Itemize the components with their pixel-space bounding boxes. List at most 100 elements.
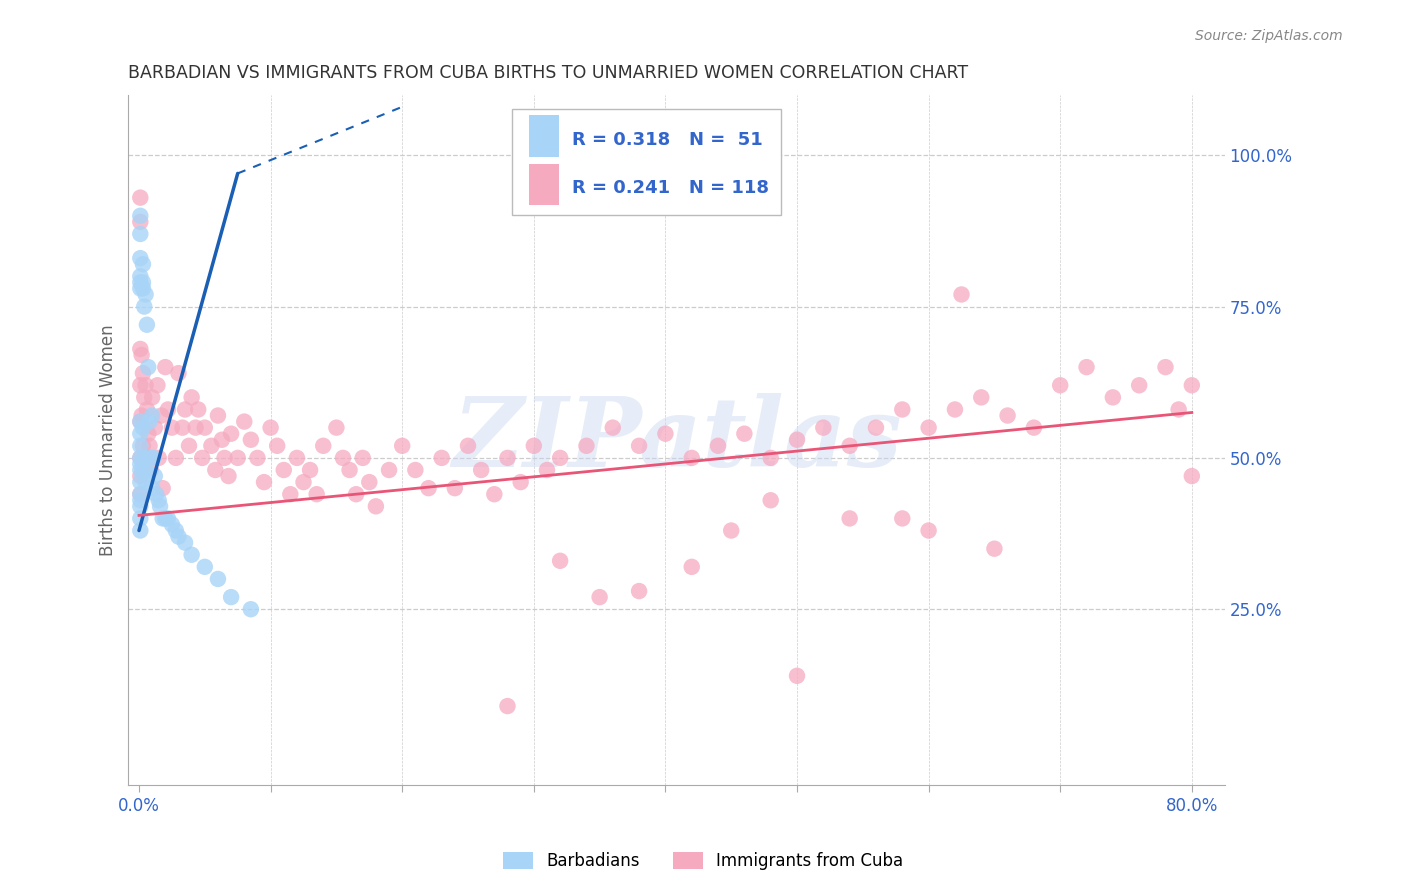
Point — [129, 426, 152, 441]
Point — [129, 227, 152, 241]
Point — [129, 276, 152, 290]
Point — [444, 481, 467, 495]
Point — [139, 450, 162, 465]
Point — [548, 554, 571, 568]
Point — [983, 541, 1005, 556]
FancyBboxPatch shape — [512, 109, 780, 216]
Point — [628, 584, 651, 599]
Point — [211, 433, 233, 447]
Point — [292, 475, 315, 489]
Point — [266, 439, 288, 453]
Point — [219, 590, 242, 604]
Point — [654, 426, 676, 441]
Point — [143, 469, 166, 483]
Point — [129, 469, 152, 483]
Point — [470, 463, 492, 477]
Point — [129, 215, 152, 229]
Point — [129, 450, 152, 465]
Point — [404, 463, 426, 477]
Point — [207, 409, 229, 423]
Legend: Barbadians, Immigrants from Cuba: Barbadians, Immigrants from Cuba — [496, 845, 910, 877]
Point — [138, 439, 160, 453]
Point — [575, 439, 598, 453]
Point — [129, 378, 152, 392]
Point — [129, 487, 152, 501]
Point — [280, 487, 302, 501]
Point — [194, 559, 217, 574]
Point — [129, 209, 152, 223]
Point — [136, 426, 159, 441]
Point — [430, 450, 453, 465]
Point — [135, 378, 157, 392]
Point — [588, 590, 610, 604]
Point — [174, 402, 197, 417]
Point — [239, 602, 262, 616]
Point — [1181, 469, 1204, 483]
Point — [167, 530, 190, 544]
Point — [135, 402, 157, 417]
Point — [134, 390, 156, 404]
Point — [132, 439, 155, 453]
Point — [207, 572, 229, 586]
Point — [733, 426, 755, 441]
Point — [917, 524, 939, 538]
Point — [891, 402, 914, 417]
Point — [523, 439, 546, 453]
FancyBboxPatch shape — [529, 115, 560, 157]
Point — [602, 420, 624, 434]
Point — [152, 481, 174, 495]
Point — [148, 450, 170, 465]
Point — [194, 420, 217, 434]
Point — [496, 699, 519, 714]
Point — [391, 439, 413, 453]
Point — [129, 251, 152, 265]
Point — [253, 475, 276, 489]
Point — [129, 191, 152, 205]
Point — [129, 281, 152, 295]
Point — [496, 450, 519, 465]
Text: BARBADIAN VS IMMIGRANTS FROM CUBA BIRTHS TO UNMARRIED WOMEN CORRELATION CHART: BARBADIAN VS IMMIGRANTS FROM CUBA BIRTHS… — [128, 64, 969, 82]
Point — [150, 409, 173, 423]
Point — [219, 426, 242, 441]
Point — [184, 420, 207, 434]
Point — [152, 511, 174, 525]
Point — [285, 450, 308, 465]
Point — [786, 669, 808, 683]
Point — [332, 450, 354, 465]
Point — [246, 450, 269, 465]
Point — [172, 420, 194, 434]
Point — [226, 450, 249, 465]
Point — [378, 463, 401, 477]
Point — [180, 390, 202, 404]
Point — [339, 463, 361, 477]
Point — [681, 450, 703, 465]
Point — [132, 281, 155, 295]
Point — [187, 402, 209, 417]
Point — [786, 433, 808, 447]
Point — [548, 450, 571, 465]
Point — [536, 463, 558, 477]
Point — [838, 439, 860, 453]
Point — [364, 500, 387, 514]
Point — [200, 439, 222, 453]
Point — [707, 439, 730, 453]
Point — [352, 450, 374, 465]
Point — [865, 420, 887, 434]
Point — [156, 402, 179, 417]
Point — [155, 511, 177, 525]
Point — [174, 535, 197, 549]
Point — [129, 450, 152, 465]
Point — [204, 463, 226, 477]
Point — [132, 463, 155, 477]
Point — [628, 439, 651, 453]
Point — [1076, 360, 1098, 375]
Y-axis label: Births to Unmarried Women: Births to Unmarried Women — [100, 324, 117, 556]
Point — [1181, 378, 1204, 392]
Point — [131, 348, 153, 362]
Point — [813, 420, 835, 434]
Point — [160, 517, 183, 532]
Point — [145, 487, 167, 501]
Point — [135, 475, 157, 489]
Point — [135, 287, 157, 301]
Point — [129, 487, 152, 501]
